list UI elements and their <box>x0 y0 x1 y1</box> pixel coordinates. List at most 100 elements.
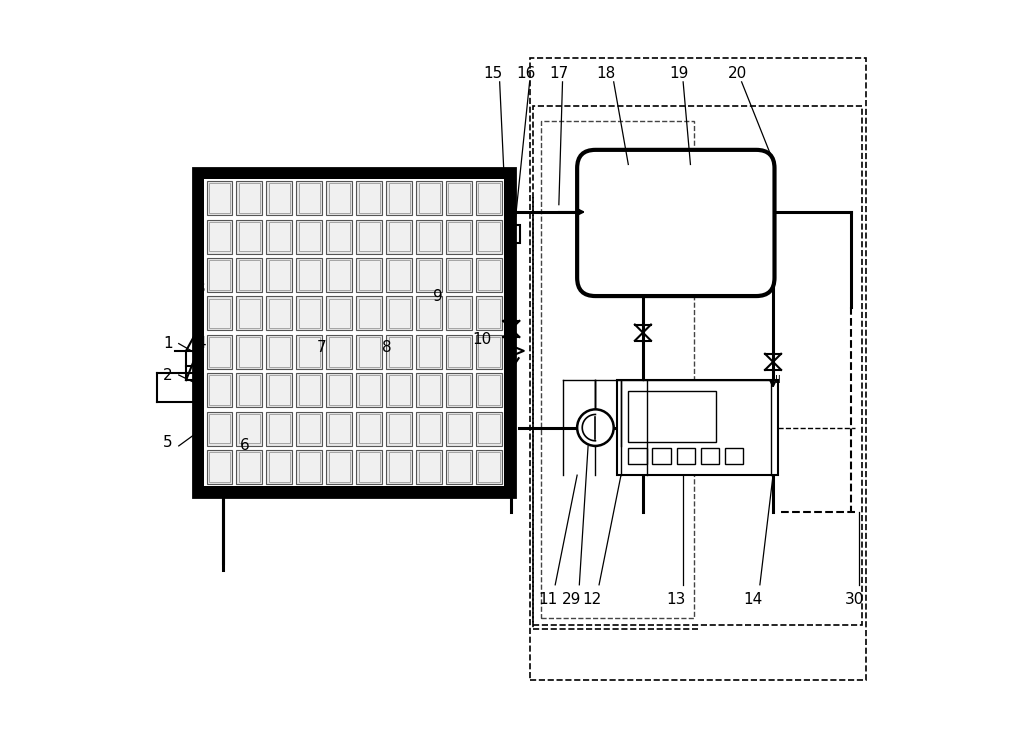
Bar <box>239 375 260 405</box>
Text: 29: 29 <box>562 592 582 607</box>
Bar <box>207 258 232 292</box>
Bar <box>269 337 289 366</box>
Bar <box>299 452 320 482</box>
Bar <box>329 298 350 328</box>
Bar <box>358 221 380 251</box>
Bar <box>356 297 382 330</box>
FancyBboxPatch shape <box>652 448 671 464</box>
Bar <box>299 298 320 328</box>
Bar <box>329 452 350 482</box>
Bar <box>267 450 293 484</box>
Bar <box>207 297 232 330</box>
Bar <box>448 452 470 482</box>
Bar <box>269 260 289 289</box>
Bar <box>386 297 412 330</box>
Bar <box>448 298 470 328</box>
Bar <box>209 221 230 251</box>
FancyBboxPatch shape <box>211 317 221 325</box>
Bar <box>297 181 322 215</box>
Bar <box>237 373 262 407</box>
FancyBboxPatch shape <box>215 395 281 439</box>
Bar <box>329 183 350 213</box>
Bar <box>448 414 470 443</box>
Bar <box>207 219 232 254</box>
Bar <box>209 337 230 366</box>
Bar <box>237 297 262 330</box>
Text: 6: 6 <box>240 439 249 453</box>
Bar <box>267 181 293 215</box>
Bar <box>358 375 380 405</box>
Bar <box>476 412 502 445</box>
Bar <box>386 219 412 254</box>
FancyBboxPatch shape <box>225 317 235 325</box>
Text: 9: 9 <box>434 289 443 303</box>
FancyBboxPatch shape <box>317 298 333 308</box>
Text: 17: 17 <box>549 66 569 80</box>
Bar <box>388 375 410 405</box>
Bar <box>329 414 350 443</box>
Bar <box>386 412 412 445</box>
Bar <box>386 258 412 292</box>
Bar <box>446 258 472 292</box>
FancyBboxPatch shape <box>338 298 352 308</box>
Bar <box>479 452 500 482</box>
Bar <box>388 298 410 328</box>
FancyBboxPatch shape <box>238 317 248 325</box>
Bar <box>479 337 500 366</box>
Bar <box>448 221 470 251</box>
Text: 14: 14 <box>743 592 762 607</box>
Bar <box>267 297 293 330</box>
Bar <box>476 181 502 215</box>
Bar <box>239 298 260 328</box>
Bar <box>269 221 289 251</box>
FancyBboxPatch shape <box>211 298 244 314</box>
Bar <box>476 335 502 368</box>
Bar <box>479 298 500 328</box>
Bar <box>476 450 502 484</box>
Bar <box>239 452 260 482</box>
Text: 4: 4 <box>196 336 205 351</box>
Bar <box>237 181 262 215</box>
Bar <box>416 297 442 330</box>
Bar <box>239 414 260 443</box>
Bar <box>446 181 472 215</box>
Text: 7: 7 <box>316 340 327 355</box>
FancyBboxPatch shape <box>700 448 719 464</box>
Bar <box>329 221 350 251</box>
Bar <box>297 412 322 445</box>
Text: 18: 18 <box>596 66 616 80</box>
Bar <box>237 450 262 484</box>
Bar <box>416 335 442 368</box>
Bar <box>207 450 232 484</box>
Bar <box>356 412 382 445</box>
Bar <box>239 337 260 366</box>
Bar <box>327 297 352 330</box>
Bar <box>327 335 352 368</box>
Bar <box>416 258 442 292</box>
Text: 2: 2 <box>163 368 173 382</box>
Bar <box>327 181 352 215</box>
Bar <box>237 335 262 368</box>
Bar <box>329 375 350 405</box>
Bar <box>209 414 230 443</box>
Bar <box>327 258 352 292</box>
Bar <box>541 121 694 618</box>
Text: 12: 12 <box>582 592 602 607</box>
FancyBboxPatch shape <box>310 292 376 329</box>
Bar <box>448 337 470 366</box>
Bar <box>476 297 502 330</box>
FancyBboxPatch shape <box>338 311 352 322</box>
Bar <box>267 412 293 445</box>
FancyBboxPatch shape <box>390 296 420 325</box>
FancyBboxPatch shape <box>357 298 372 308</box>
Bar <box>476 258 502 292</box>
Bar <box>299 414 320 443</box>
FancyBboxPatch shape <box>725 448 743 464</box>
Bar <box>267 258 293 292</box>
Bar <box>418 375 440 405</box>
FancyBboxPatch shape <box>357 311 372 322</box>
FancyBboxPatch shape <box>628 448 647 464</box>
Bar <box>386 373 412 407</box>
Text: 10: 10 <box>473 333 491 347</box>
Bar <box>356 450 382 484</box>
